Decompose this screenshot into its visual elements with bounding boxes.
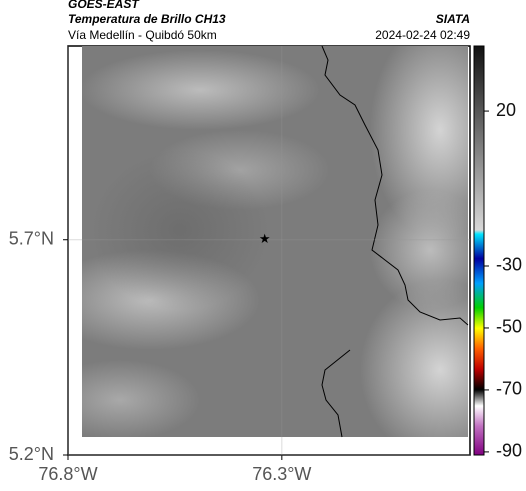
y-tick-label: 5.2°N bbox=[9, 444, 54, 464]
colorbar-tick-label: -30 bbox=[496, 255, 522, 275]
y-tick-label: 5.7°N bbox=[9, 228, 54, 248]
boundary bbox=[321, 45, 469, 438]
satellite-image bbox=[82, 46, 468, 437]
org: SIATA bbox=[436, 12, 470, 26]
location-marker: ★ bbox=[259, 231, 271, 246]
x-tick-label: 76.8°W bbox=[38, 464, 97, 484]
colorbar-tick-label: -90 bbox=[496, 441, 522, 461]
colorbar-tick-label: -50 bbox=[496, 317, 522, 337]
colorbar-tick-label: -70 bbox=[496, 379, 522, 399]
x-tick-label: 76.3°W bbox=[252, 464, 311, 484]
title: Temperatura de Brillo CH13 bbox=[68, 12, 226, 26]
subtitle: Vía Medellín - Quibdó 50km bbox=[68, 28, 217, 42]
colorbar-tick-label: 20 bbox=[496, 100, 516, 120]
colorbar bbox=[473, 45, 485, 456]
source: GOES-EAST bbox=[68, 0, 140, 11]
datetime: 2024-02-24 02:49 bbox=[375, 28, 470, 42]
